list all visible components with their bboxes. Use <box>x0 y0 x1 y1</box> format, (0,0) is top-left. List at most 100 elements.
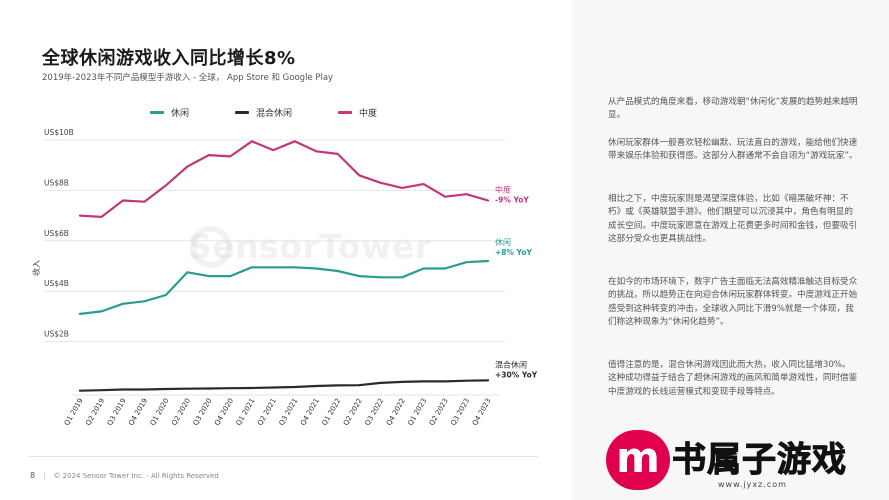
x-tick-label: Q4 2021 <box>299 397 321 427</box>
data-point-hybrid <box>336 384 339 387</box>
x-tick-label: Q1 2022 <box>320 397 342 427</box>
x-tick-label: Q1 2019 <box>63 397 85 427</box>
data-point-casual <box>401 276 403 279</box>
chart-panel <box>0 0 572 500</box>
copyright-text: © 2024 Sensor Tower Inc. - All Rights Re… <box>53 471 219 480</box>
page-number: 8 <box>30 471 36 480</box>
footer-divider <box>28 456 538 457</box>
x-tick-label: Q3 2022 <box>363 397 385 427</box>
data-point-hybrid <box>143 388 146 391</box>
end-change-midcore: -9% YoY <box>495 195 529 204</box>
data-point-hybrid <box>100 389 103 392</box>
data-point-midcore <box>358 174 361 177</box>
legend-item-midcore: 中度 <box>338 106 377 119</box>
y-tick-label: US$10B <box>44 128 74 137</box>
data-point-casual <box>229 275 232 277</box>
x-tick-label: Q3 2021 <box>278 397 300 427</box>
data-point-casual <box>79 313 81 315</box>
data-point-midcore <box>143 200 146 203</box>
data-point-midcore <box>229 155 232 158</box>
x-tick-label: Q1 2020 <box>149 397 171 427</box>
paragraph-4: 在如今的市场环境下，数字广告主面临无法高效精准触达目标受众的挑战，所以趋势正在向… <box>608 277 858 327</box>
data-point-midcore <box>207 154 210 157</box>
data-point-casual <box>186 271 189 274</box>
y-tick-label: US$4B <box>44 279 69 288</box>
data-point-hybrid <box>358 384 361 387</box>
x-tick-label: Q4 2022 <box>385 397 407 427</box>
sensortower-logo-icon <box>190 226 232 268</box>
site-watermark-badge: m 书属子游戏 www.jyxz.com <box>606 430 874 496</box>
data-point-casual <box>315 267 318 270</box>
page-subtitle: 2019年-2023年不同产品模型手游收入 - 全球， App Store 和 … <box>42 73 334 83</box>
footer-separator: | <box>43 471 46 480</box>
legend-item-casual: 休闲 <box>150 106 189 119</box>
data-point-casual <box>250 266 253 269</box>
x-tick-label: Q3 2020 <box>192 397 214 427</box>
data-point-midcore <box>272 149 275 152</box>
x-tick-label: Q2 2019 <box>84 397 106 427</box>
data-point-hybrid <box>379 382 382 384</box>
end-label-casual: 休闲 <box>495 237 511 247</box>
badge-logo-icon: m <box>606 430 670 490</box>
data-point-midcore <box>487 199 489 202</box>
data-point-hybrid <box>422 380 425 383</box>
y-tick-label: US$8B <box>44 178 69 187</box>
data-point-midcore <box>336 153 339 155</box>
x-tick-label: Q4 2019 <box>127 397 149 427</box>
x-tick-label: Q2 2022 <box>342 397 364 427</box>
end-label-midcore: 中度 <box>495 184 511 194</box>
data-point-midcore <box>122 199 124 202</box>
series-line-casual <box>78 259 490 315</box>
data-point-casual <box>487 260 489 262</box>
x-tick-label: Q1 2021 <box>235 397 257 427</box>
data-point-hybrid <box>465 379 468 382</box>
x-tick-label: Q3 2019 <box>106 397 128 427</box>
end-change-hybrid: +30% YoY <box>495 370 538 379</box>
data-point-hybrid <box>79 389 81 392</box>
legend-label-midcore: 中度 <box>359 109 378 119</box>
data-point-midcore <box>293 140 296 143</box>
legend-swatch-hybrid <box>235 111 250 114</box>
data-point-casual <box>122 302 124 305</box>
badge-text: 书属子游戏 <box>672 440 847 481</box>
x-tick-label: Q3 2023 <box>449 397 471 427</box>
data-point-casual <box>465 261 468 264</box>
data-point-hybrid <box>165 388 167 390</box>
data-point-casual <box>143 300 146 303</box>
legend-swatch-casual <box>150 111 164 114</box>
legend-label-hybrid: 混合休闲 <box>256 109 293 119</box>
data-point-hybrid <box>401 381 403 383</box>
data-point-hybrid <box>293 386 296 388</box>
paragraph-3: 相比之下，中度玩家则是渴望深度体验，比如《暗黑破坏神：不朽》或《英雄联盟手游》。… <box>608 194 858 244</box>
x-tick-label: Q2 2023 <box>428 397 450 427</box>
data-point-hybrid <box>250 387 253 389</box>
data-point-midcore <box>401 187 403 189</box>
y-tick-label: US$6B <box>44 229 69 238</box>
legend-swatch-midcore <box>338 111 353 114</box>
data-point-midcore <box>379 181 382 184</box>
data-point-midcore <box>444 195 446 198</box>
paragraph-5: 值得注意的是，混合休闲游戏因此而大热，收入同比猛增30%。这种成功得益于结合了超… <box>608 360 858 397</box>
legend-item-hybrid: 混合休闲 <box>235 106 292 119</box>
y-axis-label: 收入 <box>31 260 41 276</box>
y-tick-label: US$2B <box>44 330 69 339</box>
data-point-midcore <box>422 183 425 186</box>
end-label-hybrid: 混合休闲 <box>495 359 527 369</box>
x-tick-label: Q4 2020 <box>213 397 235 427</box>
legend-label-casual: 休闲 <box>171 109 190 119</box>
x-tick-label: Q4 2023 <box>471 397 493 427</box>
series-line-hybrid <box>78 379 490 392</box>
data-point-hybrid <box>315 385 318 387</box>
data-point-casual <box>293 266 296 269</box>
data-point-casual <box>165 294 167 296</box>
page-footer: 8 | © 2024 Sensor Tower Inc. - All Right… <box>30 471 219 480</box>
data-point-hybrid <box>487 379 489 382</box>
series-line-midcore <box>78 140 490 218</box>
data-point-casual <box>422 267 425 270</box>
data-point-midcore <box>79 214 81 217</box>
data-point-casual <box>444 267 446 270</box>
sensortower-watermark: SensorTower <box>188 227 432 266</box>
end-change-casual: +8% YoY <box>495 248 533 257</box>
data-point-hybrid <box>122 388 124 391</box>
